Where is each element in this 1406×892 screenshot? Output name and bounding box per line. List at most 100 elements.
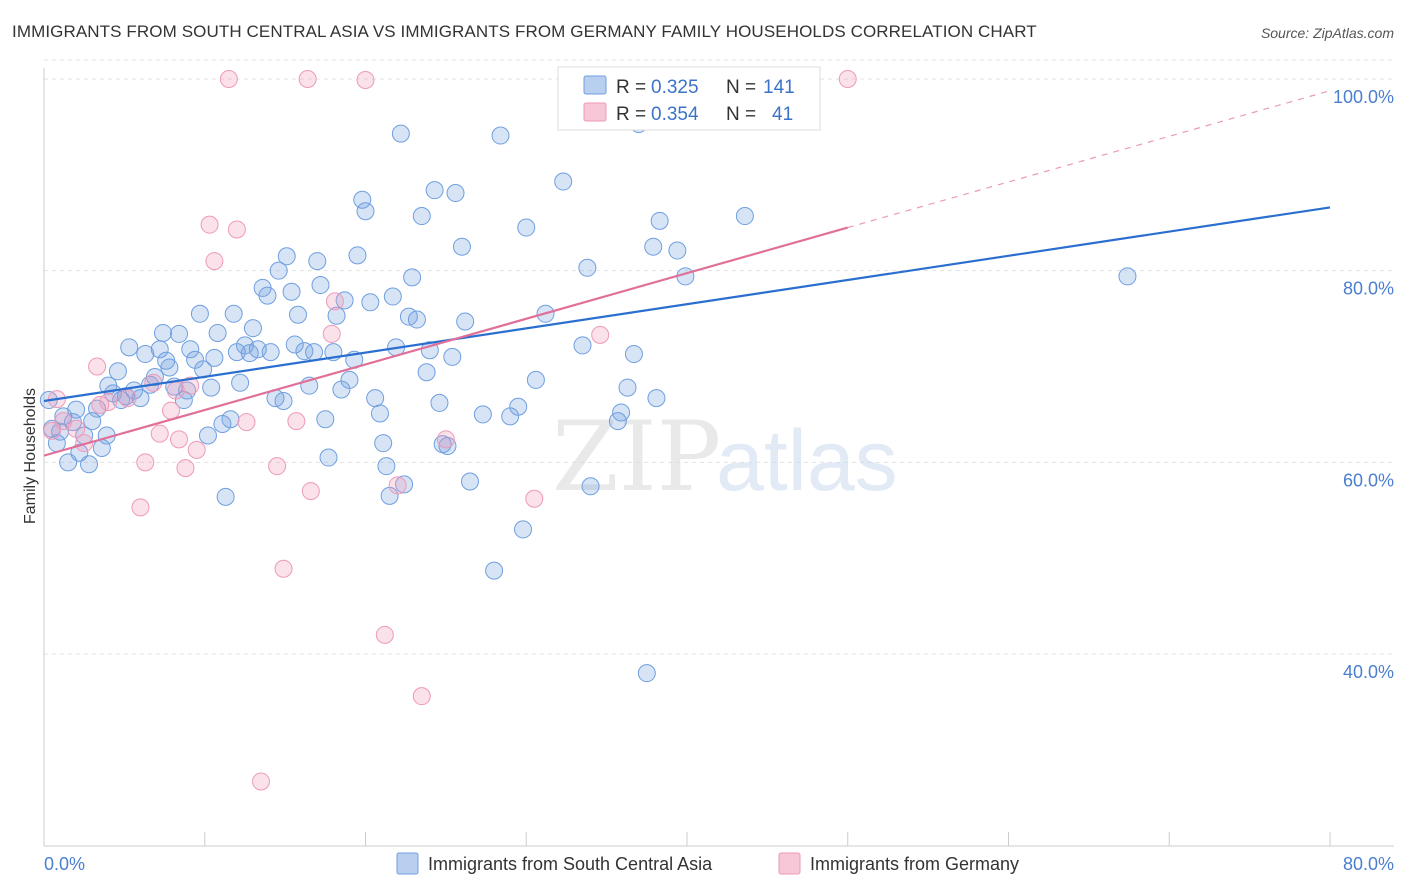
blue-point-38: [198, 426, 217, 445]
blue-point-36: [190, 304, 209, 323]
bottom-legend-label-blue: Immigrants from South Central Asia: [428, 854, 713, 874]
blue-point-118: [618, 378, 637, 397]
blue-point-122: [644, 237, 663, 256]
source-label: Source: ZipAtlas.com: [1260, 25, 1394, 41]
blue-point-20: [120, 338, 139, 357]
chart-title: IMMIGRANTS FROM SOUTH CENTRAL ASIA VS IM…: [12, 22, 1037, 41]
blue-point-31: [170, 324, 189, 343]
pink-point-25: [298, 70, 317, 88]
watermark: ZIP atlas: [552, 401, 898, 513]
blue-point-72: [335, 291, 354, 310]
blue-point-61: [288, 305, 307, 324]
blue-point-90: [407, 310, 426, 329]
blue-point-103: [473, 405, 492, 424]
y-tick-label-60: 60.0%: [1343, 470, 1394, 490]
blue-point-89: [403, 268, 422, 287]
legend-n-value-1: 141: [763, 77, 795, 98]
blue-point-123: [647, 389, 666, 408]
pink-point-28: [356, 70, 375, 89]
blue-point-91: [412, 207, 431, 226]
blue-point-40: [205, 348, 224, 367]
pink-point-12: [170, 430, 189, 449]
blue-point-68: [319, 448, 338, 467]
legend-swatch-pink: [583, 102, 607, 122]
blue-point-17: [108, 362, 127, 381]
y-tick-labels: 40.0% 60.0% 80.0% 100.0%: [1333, 87, 1394, 682]
blue-point-73: [340, 370, 359, 389]
x-ticks: [43, 832, 1331, 846]
blue-point-23: [136, 345, 155, 364]
trend-lines: [43, 90, 1331, 457]
bottom-legend-label-pink: Immigrants from Germany: [810, 854, 1019, 874]
blue-point-64: [305, 343, 324, 362]
watermark-atlas: atlas: [716, 413, 898, 509]
pink-point-16: [200, 215, 219, 234]
pink-point-13: [176, 459, 195, 478]
pink-point-2: [67, 419, 86, 438]
legend-n-value-2: 41: [772, 104, 793, 125]
blue-point-117: [612, 403, 631, 422]
x-tick-label-max: 80.0%: [1343, 854, 1394, 874]
pink-point-11: [161, 401, 180, 420]
pink-point-14: [181, 376, 200, 395]
pink-point-27: [325, 292, 344, 311]
pink-point-29: [375, 625, 394, 644]
y-tick-label-80: 80.0%: [1343, 279, 1394, 299]
blue-point-57: [274, 392, 293, 410]
blue-point-59: [282, 282, 301, 301]
blue-point-94: [425, 181, 444, 200]
legend-r-value-1: 0.325: [651, 77, 699, 98]
blue-point-76: [353, 190, 372, 209]
trend-line-germany-extension: [847, 90, 1331, 229]
blue-point-66: [311, 276, 330, 295]
pink-point-34: [591, 325, 610, 344]
blue-point-112: [554, 172, 573, 191]
y-tick-label-40: 40.0%: [1343, 662, 1394, 682]
pink-point-10: [150, 424, 169, 443]
blue-point-81: [374, 434, 393, 453]
blue-point-62: [295, 342, 314, 361]
blue-point-104: [485, 561, 504, 580]
blue-point-101: [456, 312, 475, 331]
blue-point-78: [361, 293, 380, 312]
blue-point-92: [417, 363, 436, 382]
blue-point-56: [269, 261, 288, 280]
blue-point-53: [258, 286, 277, 305]
blue-point-87: [395, 475, 414, 494]
blue-point-45: [224, 304, 243, 323]
blue-point-22: [131, 389, 150, 408]
pink-point-26: [301, 482, 320, 501]
legend-swatch-blue: [583, 75, 607, 95]
blue-point-98: [443, 347, 462, 366]
bottom-legend: Immigrants from South Central Asia Immig…: [396, 852, 1019, 875]
pink-point-22: [268, 457, 287, 476]
pink-point-39: [166, 381, 185, 400]
blue-point-124: [650, 211, 669, 230]
series-south-central-asia-points: [39, 97, 1137, 683]
blue-point-27: [153, 323, 172, 342]
pink-point-7: [131, 498, 150, 517]
legend-r-label-1: R =: [616, 77, 646, 98]
legend-n-label-2: N =: [726, 104, 756, 125]
blue-point-54: [261, 343, 280, 362]
blue-point-80: [370, 404, 389, 423]
blue-point-105: [491, 126, 510, 145]
pink-point-38: [91, 395, 110, 414]
pink-point-19: [227, 220, 246, 239]
blue-point-110: [526, 370, 545, 389]
blue-point-60: [285, 335, 304, 354]
blue-point-8: [70, 443, 89, 462]
pink-point-8: [136, 453, 155, 472]
blue-point-75: [348, 246, 367, 265]
y-axis-label: Family Households: [22, 388, 39, 524]
pink-point-18: [219, 70, 238, 88]
pink-point-15: [187, 440, 206, 459]
legend: R = 0.325 N = 141 R = 0.354 N = 41: [557, 66, 821, 131]
pink-point-17: [205, 252, 224, 271]
blue-point-114: [578, 258, 597, 277]
y-tick-label-100: 100.0%: [1333, 87, 1394, 107]
series-germany-points: [43, 70, 857, 791]
x-tick-label-min: 0.0%: [44, 854, 85, 874]
blue-point-113: [573, 336, 592, 355]
pink-point-20: [237, 413, 256, 432]
